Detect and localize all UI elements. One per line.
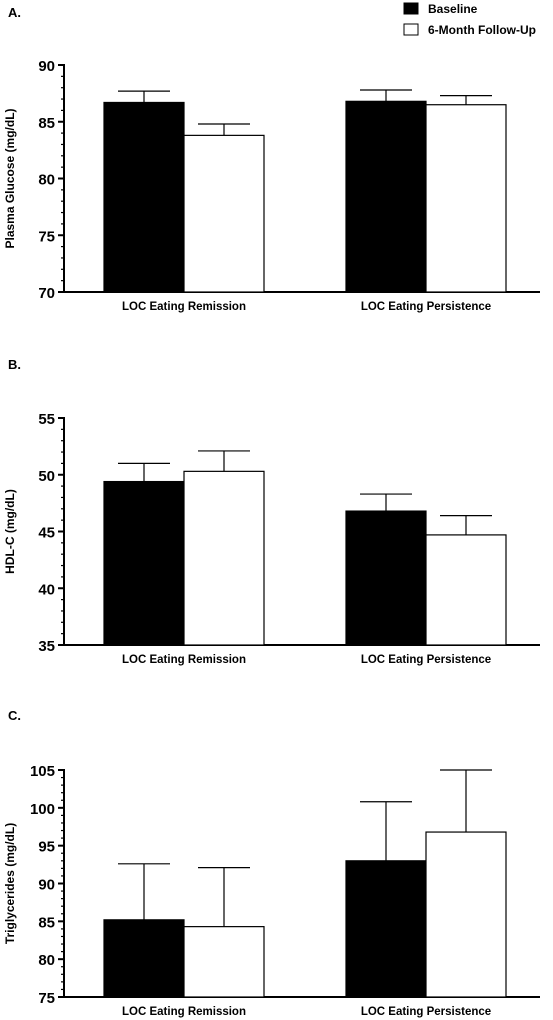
y-tick-label: 45 (38, 525, 55, 542)
x-tick-label: LOC Eating Remission (122, 301, 246, 313)
bar-follow-up (183, 926, 265, 998)
x-tick-label: LOC Eating Persistence (361, 301, 491, 313)
bar-follow-up (425, 534, 507, 646)
bar-baseline (103, 919, 185, 998)
x-tick-label: LOC Eating Remission (122, 654, 246, 666)
bar-baseline (345, 860, 427, 998)
panel-label: C. (8, 708, 21, 723)
y-tick-label: 35 (38, 638, 55, 655)
y-tick-label: 75 (38, 228, 55, 245)
bar-baseline (103, 101, 185, 293)
y-tick-label: 105 (30, 763, 55, 780)
y-tick-label: 90 (38, 58, 55, 75)
x-tick-label: LOC Eating Remission (122, 1006, 246, 1018)
chart-panels: A. Plasma Glucose (mg/dL) 70 75 80 85 90 LOC Ea… (3, 5, 540, 1018)
bar-follow-up (183, 470, 265, 646)
bar-baseline (345, 100, 427, 293)
y-tick-label: 75 (38, 990, 55, 1007)
bar-follow-up (425, 831, 507, 998)
chart-panel-1: A. Plasma Glucose (mg/dL) 70 75 80 85 90 LOC Ea… (3, 5, 540, 313)
chart-panel-3: C. Triglycerides (mg/dL) 75 80 85 90 95 100 105 L… (3, 708, 540, 1018)
bar-follow-up (425, 104, 507, 293)
bar-baseline (103, 480, 185, 646)
chart-panel-2: B. HDL-C (mg/dL) 35 40 45 50 55 LOC Eating Remi… (3, 357, 540, 666)
panel-label: A. (8, 5, 21, 20)
bar-follow-up (183, 134, 265, 293)
y-tick-label: 95 (38, 839, 55, 856)
y-axis-title: Plasma Glucose (mg/dL) (3, 108, 17, 248)
legend: Baseline 6-Month Follow-Up (403, 2, 536, 37)
legend-swatch-follow-up (403, 23, 419, 36)
y-tick-label: 50 (38, 468, 55, 485)
y-tick-label: 80 (38, 172, 55, 189)
x-tick-label: LOC Eating Persistence (361, 654, 491, 666)
legend-label-follow-up: 6-Month Follow-Up (428, 23, 536, 37)
y-tick-label: 70 (38, 285, 55, 302)
y-tick-label: 55 (38, 411, 55, 428)
y-axis-title: Triglycerides (mg/dL) (3, 823, 17, 944)
y-tick-label: 90 (38, 877, 55, 894)
y-tick-label: 80 (38, 952, 55, 969)
y-tick-label: 40 (38, 581, 55, 598)
y-tick-label: 85 (38, 115, 55, 132)
x-tick-label: LOC Eating Persistence (361, 1006, 491, 1018)
legend-label-baseline: Baseline (428, 2, 478, 16)
y-axis-title: HDL-C (mg/dL) (3, 489, 17, 574)
legend-swatch-baseline (403, 2, 419, 15)
y-tick-label: 85 (38, 914, 55, 931)
panel-label: B. (8, 357, 21, 372)
y-tick-label: 100 (30, 801, 55, 818)
bar-baseline (345, 510, 427, 646)
